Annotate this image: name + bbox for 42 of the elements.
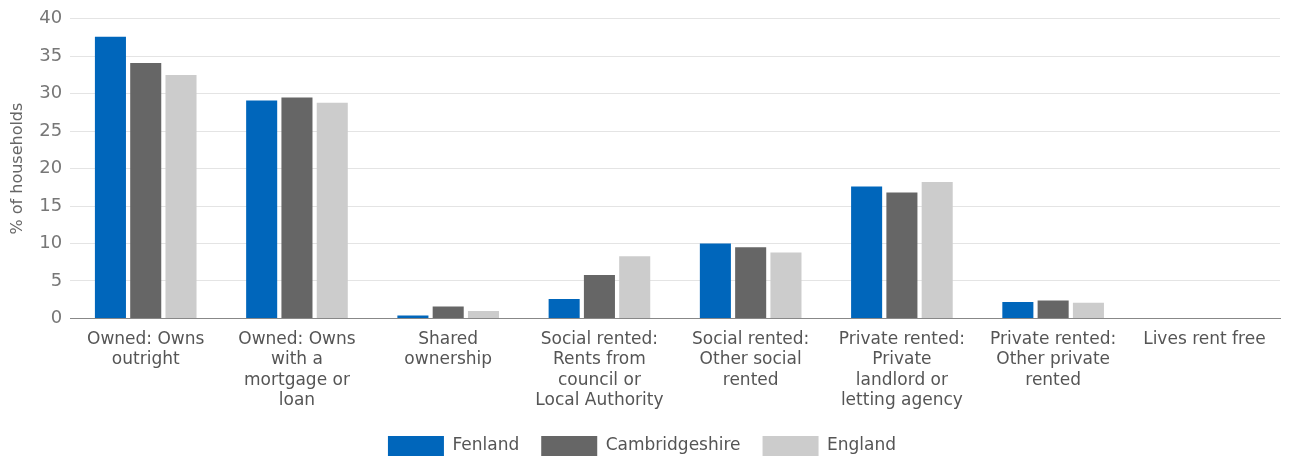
x-tick-label: Social rented: Rents from council or Local Authority: [535, 328, 664, 410]
bar: [699, 243, 731, 318]
bar: [583, 274, 615, 318]
y-tick-label: 40: [39, 6, 63, 28]
bar: [130, 62, 162, 318]
bar: [467, 310, 500, 318]
x-tick-label: Private rented: Other private rented: [990, 328, 1117, 389]
bar: [1072, 302, 1104, 318]
y-tick-label: 20: [39, 156, 63, 178]
x-tick-label: Private rented: Private landlord or letting agency: [838, 328, 965, 410]
y-tick-label: 15: [39, 193, 63, 215]
x-tick-label: Social rented: Other social rented: [692, 328, 810, 389]
bar: [548, 298, 580, 318]
x-tick-label: Owned: Owns outright: [87, 328, 205, 369]
bar: [1037, 300, 1069, 318]
bar: [316, 102, 348, 318]
x-tick-label: Lives rent free: [1143, 328, 1266, 349]
bar: [886, 192, 918, 318]
bar: [921, 182, 953, 318]
x-tick-label: Owned: Owns with a mortgage or loan: [238, 328, 356, 410]
bar: [1002, 301, 1034, 318]
bar: [735, 247, 767, 318]
bar: [770, 252, 802, 318]
bar: [94, 36, 126, 318]
y-tick-label: 35: [39, 43, 63, 65]
y-tick-label: 10: [39, 231, 63, 253]
bar: [281, 97, 313, 318]
y-tick-label: 25: [39, 118, 63, 140]
bar: [619, 256, 651, 318]
y-axis-title: % of households: [6, 102, 26, 235]
x-tick-label: Shared ownership: [404, 328, 493, 369]
legend-label: Cambridgeshire: [605, 434, 741, 455]
bar: [397, 315, 429, 318]
bar: [165, 74, 197, 318]
bar: [851, 186, 883, 318]
y-tick-label: 5: [50, 268, 63, 290]
legend-label: England: [827, 434, 897, 455]
y-tick-label: 0: [50, 306, 63, 328]
bar: [432, 306, 464, 318]
legend-label: Fenland: [452, 434, 520, 455]
bar: [246, 100, 278, 318]
y-tick-label: 30: [39, 81, 63, 103]
